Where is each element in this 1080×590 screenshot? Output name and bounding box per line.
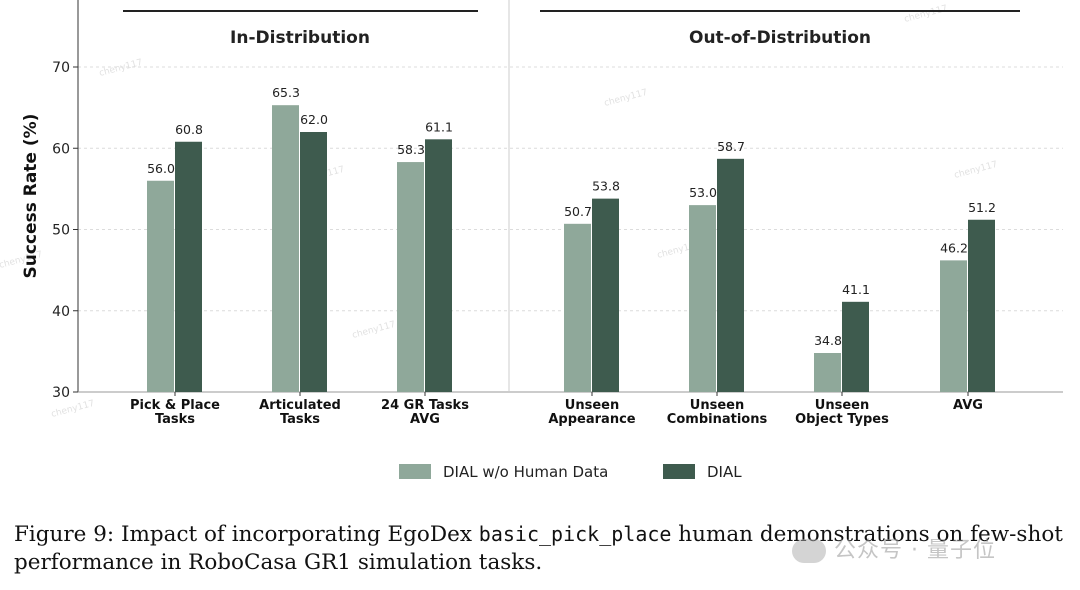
bar	[175, 141, 202, 392]
wechat-watermark: 公众号 · 量子位	[792, 532, 996, 564]
x-tick-label: Unseen	[690, 398, 744, 413]
data-label: 51.2	[968, 200, 996, 215]
data-label: 34.8	[814, 333, 842, 348]
bar	[842, 301, 869, 392]
legend-label: DIAL w/o Human Data	[443, 463, 608, 481]
caption-prefix: Figure 9: Impact of incorporating EgoDex	[14, 522, 479, 547]
x-tick-label: Object Types	[795, 412, 889, 427]
bar	[397, 162, 424, 392]
legend: DIAL w/o Human Data DIAL	[399, 463, 742, 481]
data-label: 53.0	[689, 185, 717, 200]
bar	[717, 158, 744, 392]
background-watermark-text: cheny117	[903, 4, 948, 25]
data-label: 60.8	[175, 122, 203, 137]
bar	[300, 132, 327, 392]
x-tick-label: AVG	[953, 398, 983, 413]
x-tick-label: Unseen	[565, 398, 619, 413]
background-watermark-text: cheny117	[98, 58, 143, 79]
x-tick-label: Tasks	[280, 412, 320, 427]
group-title: In-Distribution	[230, 28, 370, 48]
x-tick-label: Appearance	[548, 412, 635, 427]
x-tick-label: Combinations	[667, 412, 768, 427]
bar	[564, 223, 591, 392]
bar	[814, 353, 841, 392]
y-tick-label: 60	[52, 141, 70, 157]
wechat-logo-icon	[792, 539, 826, 563]
bar	[940, 260, 967, 392]
caption-suffix: human demonstrations on few-shot perform…	[14, 522, 1063, 575]
data-label: 62.0	[300, 112, 328, 127]
y-axis-label: Success Rate (%)	[21, 114, 41, 279]
x-tick-label: Articulated	[259, 398, 341, 413]
background-watermark-text: cheny117	[351, 320, 396, 341]
figure-caption: Figure 9: Impact of incorporating EgoDex…	[14, 520, 1074, 577]
data-label: 41.1	[842, 282, 870, 297]
bar	[272, 105, 299, 392]
group-title: Out-of-Distribution	[689, 28, 871, 48]
bar	[147, 180, 174, 392]
legend-swatch	[399, 464, 431, 479]
background-watermark-text: cheny117	[953, 160, 998, 181]
bar	[425, 139, 452, 392]
bar	[968, 219, 995, 392]
watermark-text: 公众号 · 量子位	[834, 538, 996, 563]
caption-code: basic_pick_place	[478, 522, 672, 546]
background-watermark-text: cheny117	[50, 399, 95, 420]
bar-chart: cheny117 cheny117 cheny117 cheny117 cheny117…	[0, 0, 1063, 481]
data-label: 65.3	[272, 85, 300, 100]
x-tick-label: Tasks	[155, 412, 195, 427]
data-label: 53.8	[592, 179, 620, 194]
data-label: 58.3	[397, 142, 425, 157]
background-watermark-text: cheny117	[603, 88, 648, 109]
x-tick-label: 24 GR Tasks	[381, 398, 469, 413]
y-tick-label: 40	[52, 304, 70, 320]
bars	[147, 105, 995, 392]
y-tick-label: 50	[52, 223, 70, 239]
data-label: 58.7	[717, 139, 745, 154]
data-label: 61.1	[425, 119, 453, 134]
data-label: 50.7	[564, 204, 592, 219]
axes: 30 40 50 60 70 Success Rate (%) In-Distributio…	[21, 0, 1063, 401]
y-tick-label: 70	[52, 60, 70, 76]
x-tick-label: Pick & Place	[130, 398, 220, 413]
y-tick-label: 30	[52, 385, 70, 401]
bar	[689, 205, 716, 392]
x-tick-label: AVG	[410, 412, 440, 427]
data-label: 46.2	[940, 240, 968, 255]
bar	[592, 198, 619, 392]
x-tick-label: Unseen	[815, 398, 869, 413]
legend-label: DIAL	[707, 463, 742, 481]
data-label: 56.0	[147, 161, 175, 176]
legend-swatch	[663, 464, 695, 479]
